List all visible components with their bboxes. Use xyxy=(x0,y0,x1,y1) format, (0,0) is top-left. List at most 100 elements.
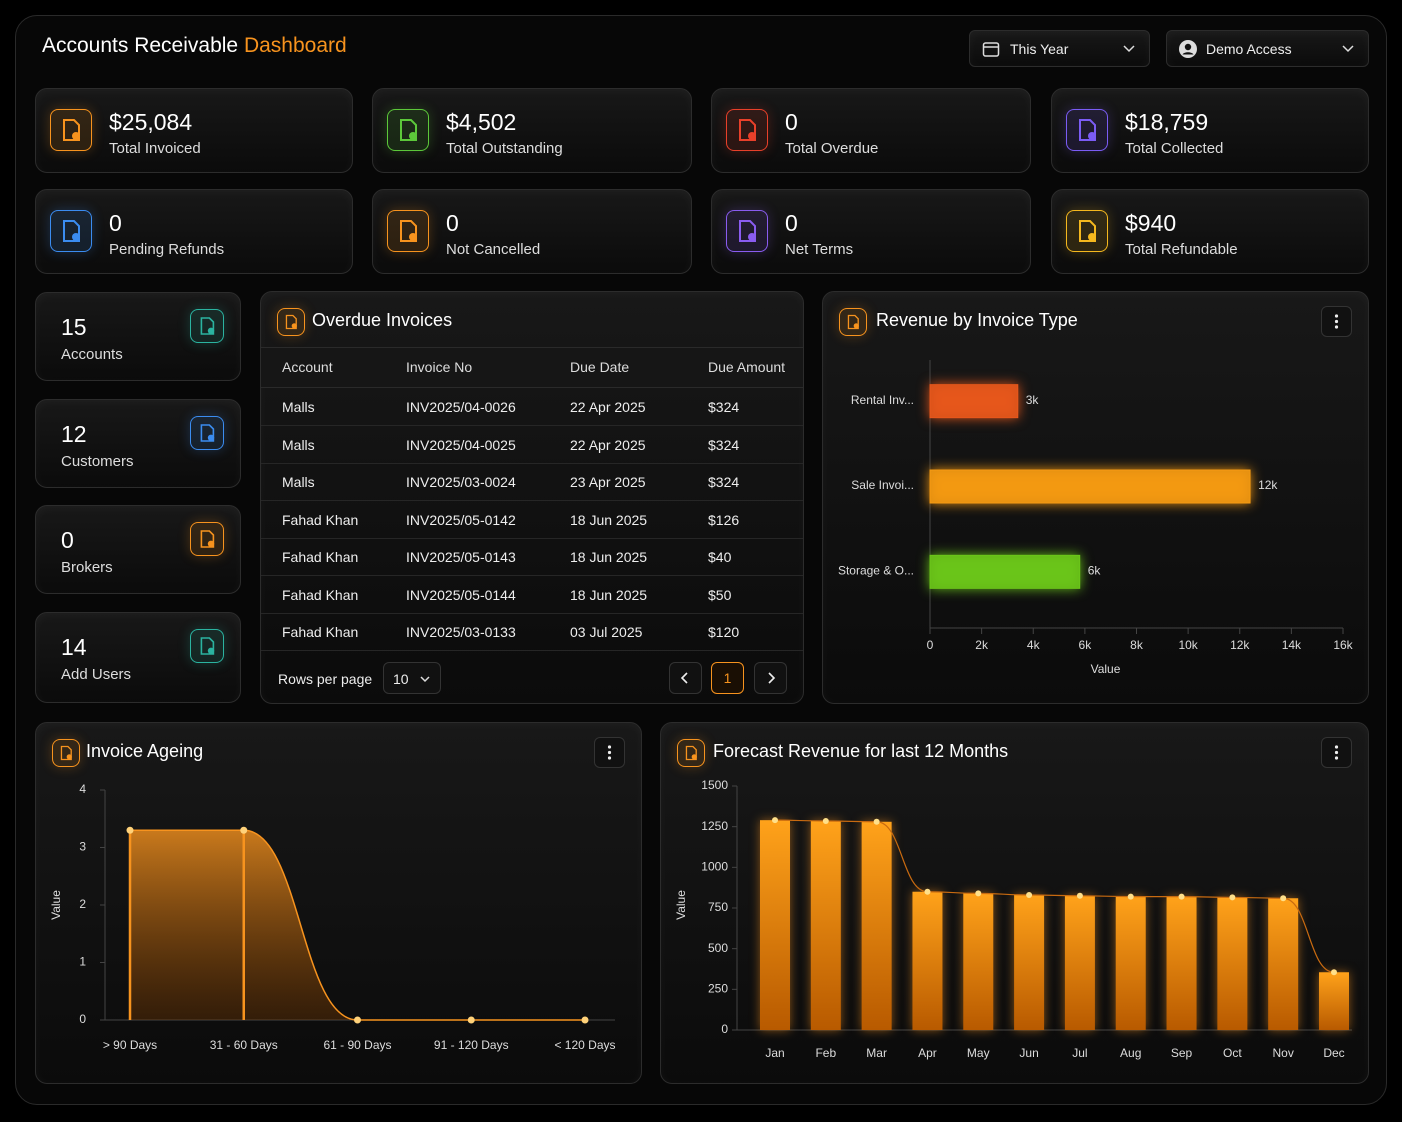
row-divider xyxy=(261,537,803,539)
user-select[interactable]: Demo Access xyxy=(1166,30,1369,67)
panel-title: Revenue by Invoice Type xyxy=(876,310,1078,330)
cell: Fahad Khan xyxy=(282,549,359,565)
icon-glyph xyxy=(200,424,215,442)
cell: $324 xyxy=(708,436,740,453)
count-label: Brokers xyxy=(61,559,113,576)
kebab-icon xyxy=(1334,314,1339,329)
stat-label: Not Cancelled xyxy=(446,241,541,258)
revenue-panel: Revenue by Invoice Type xyxy=(822,291,1369,704)
icon-glyph xyxy=(739,220,756,242)
stat-card: 0 Not Cancelled xyxy=(372,189,692,274)
cell: 22 Apr 2025 xyxy=(570,436,646,453)
row-divider xyxy=(261,612,803,614)
stat-card: 0 Pending Refunds xyxy=(35,189,353,274)
cell: Fahad Khan xyxy=(282,624,359,640)
user-label: Demo Access xyxy=(1206,41,1292,57)
count-label: Accounts xyxy=(61,346,123,363)
stat-value: $940 xyxy=(1125,210,1177,236)
icon-glyph xyxy=(200,637,215,655)
user-icon xyxy=(1179,40,1197,58)
row-divider xyxy=(261,575,803,576)
cell: 18 Jun 2025 xyxy=(570,586,648,603)
stat-card: $25,084 Total Invoiced xyxy=(35,88,353,173)
stat-card: 0 Net Terms xyxy=(711,189,1031,274)
menu-button[interactable] xyxy=(1321,737,1352,768)
icon xyxy=(52,739,80,767)
cell: $324 xyxy=(708,474,740,490)
arrow-icon xyxy=(680,672,688,684)
rows-per-page-value: 10 xyxy=(393,671,409,687)
icon xyxy=(190,309,224,343)
cell: 03 Jul 2025 xyxy=(570,624,643,640)
stat-label: Total Outstanding xyxy=(446,140,563,157)
stat-value: $4,502 xyxy=(446,109,517,135)
count-value: 14 xyxy=(61,634,87,660)
count-card: 14 Add Users xyxy=(35,612,241,703)
kebab-icon xyxy=(1334,745,1339,760)
row-divider xyxy=(261,650,803,651)
count-card: 12 Customers xyxy=(35,399,241,488)
count-card: 15 Accounts xyxy=(35,292,241,381)
stat-label: Total Collected xyxy=(1125,140,1224,157)
column-header: Due Date xyxy=(570,359,630,375)
cell: Fahad Khan xyxy=(282,586,359,603)
stat-value: 0 xyxy=(785,210,798,236)
icon xyxy=(839,308,867,336)
current-page[interactable]: 1 xyxy=(711,662,744,694)
cell: INV2025/03-0133 xyxy=(406,624,516,640)
cell: $50 xyxy=(708,586,732,603)
icon xyxy=(1066,109,1108,151)
icon-glyph xyxy=(200,530,215,548)
row-divider xyxy=(261,462,803,464)
cell: 23 Apr 2025 xyxy=(570,474,646,490)
cell: INV2025/05-0143 xyxy=(406,549,516,565)
icon-glyph xyxy=(400,220,417,242)
icon xyxy=(190,416,224,450)
cell: Malls xyxy=(282,399,315,415)
table-panel: Overdue Invoices Account Invoice No Due Dat… xyxy=(260,291,804,704)
table-header xyxy=(261,347,803,388)
rows-per-page-select[interactable]: 10 xyxy=(383,662,441,694)
icon-glyph xyxy=(685,745,697,761)
icon xyxy=(387,210,429,252)
cell: 22 Apr 2025 xyxy=(570,399,646,415)
column-header: Due Amount xyxy=(708,359,786,375)
period-select[interactable]: This Year xyxy=(969,30,1150,67)
kebab-icon xyxy=(607,745,612,760)
cell: $324 xyxy=(708,399,740,415)
panel-title: Overdue Invoices xyxy=(312,310,453,330)
icon-glyph xyxy=(285,314,297,330)
period-label: This Year xyxy=(1010,41,1069,57)
next-page[interactable] xyxy=(754,662,787,694)
icon xyxy=(1066,210,1108,252)
cell: 18 Jun 2025 xyxy=(570,549,648,565)
stat-label: Total Overdue xyxy=(785,140,879,157)
prev-page[interactable] xyxy=(669,662,702,694)
count-card: 0 Brokers xyxy=(35,505,241,594)
stat-value: 0 xyxy=(785,109,798,135)
stat-card: $18,759 Total Collected xyxy=(1051,88,1369,173)
chevron xyxy=(1123,45,1135,53)
cell: $40 xyxy=(708,549,732,565)
icon-glyph xyxy=(400,119,417,141)
stat-label: Net Terms xyxy=(785,241,854,258)
stat-value: $25,084 xyxy=(109,109,193,135)
cell: INV2025/05-0144 xyxy=(406,586,516,603)
icon xyxy=(387,109,429,151)
stat-label: Total Refundable xyxy=(1125,241,1238,258)
count-value: 0 xyxy=(61,527,74,553)
column-header: Account xyxy=(282,359,333,375)
icon xyxy=(190,522,224,556)
icon-glyph xyxy=(847,314,859,330)
menu-button[interactable] xyxy=(594,737,625,768)
icon-glyph xyxy=(1079,220,1096,242)
stat-value: $18,759 xyxy=(1125,109,1209,135)
icon-glyph xyxy=(739,119,756,141)
cell: 18 Jun 2025 xyxy=(570,511,648,528)
cell: $120 xyxy=(708,624,740,640)
menu-button[interactable] xyxy=(1321,306,1352,337)
cell: Fahad Khan xyxy=(282,511,359,528)
icon-glyph xyxy=(200,317,215,335)
row-divider xyxy=(261,500,803,501)
